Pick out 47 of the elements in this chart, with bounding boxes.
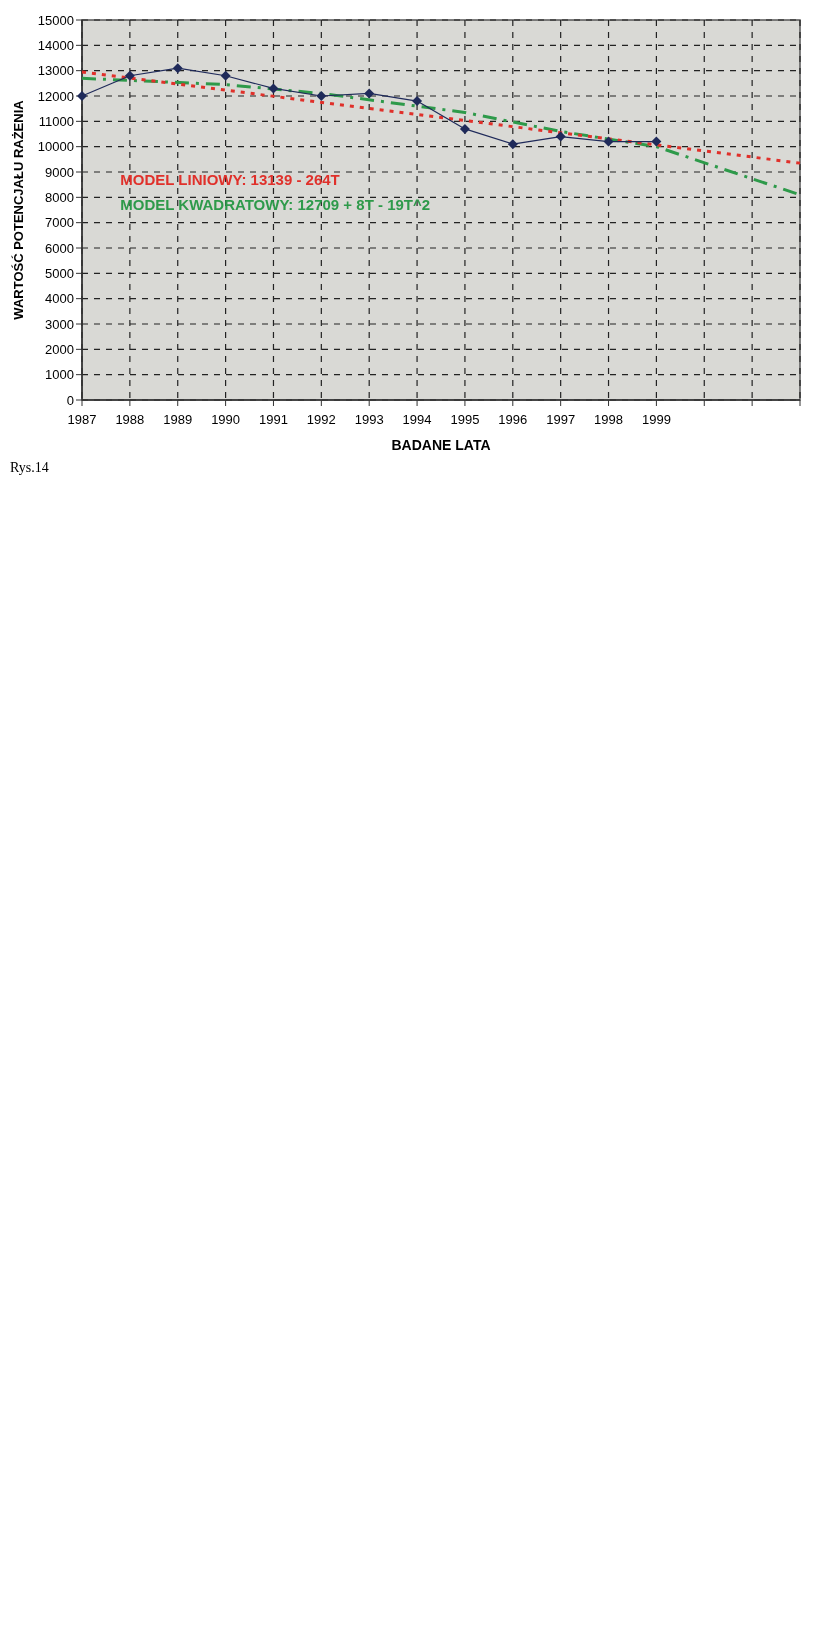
point <box>77 91 87 101</box>
x-tick-label: 1995 <box>450 412 480 427</box>
y-tick-label: 1000 <box>45 367 74 383</box>
x-tick-label: 1989 <box>163 412 193 427</box>
x-tick-label: 1988 <box>115 412 145 427</box>
point <box>364 88 375 99</box>
y-tick-label: 7000 <box>45 215 74 231</box>
point <box>172 63 183 74</box>
y-tick-label: 3000 <box>45 316 74 332</box>
y-tick-label: 14000 <box>37 37 74 53</box>
y-tick-label: 15000 <box>37 12 74 28</box>
x-tick-label: 1994 <box>402 412 432 427</box>
y-tick-label: 0 <box>66 392 74 408</box>
x-tick-label: 1993 <box>354 412 384 427</box>
point <box>268 83 279 94</box>
y-axis-title: WARTOŚĆ POTENCJAŁU RAŻENIA <box>10 99 26 320</box>
y-tick-label: 10000 <box>37 139 74 155</box>
x-tick-label: 1991 <box>259 412 288 427</box>
x-axis-title: BADANE LATA <box>391 437 491 453</box>
annotation: MODEL KWADRATOWY: 12709 + 8T - 19T^2 <box>120 196 431 213</box>
point <box>651 136 662 147</box>
point <box>459 123 470 134</box>
y-tick-label: 6000 <box>45 240 74 256</box>
x-tick-label: 1992 <box>306 412 336 427</box>
y-tick-label: 2000 <box>45 341 74 357</box>
point <box>412 96 423 107</box>
x-tick-label: 1987 <box>67 412 97 427</box>
y-tick-label: 11000 <box>38 113 74 129</box>
x-tick-label: 1990 <box>211 412 241 427</box>
point <box>555 131 566 142</box>
text: Rys.14 <box>10 460 49 475</box>
x-tick-label: 1997 <box>546 412 576 427</box>
y-tick-label: 13000 <box>37 63 74 79</box>
y-tick-label: 9000 <box>45 164 74 180</box>
point <box>124 70 135 81</box>
point <box>316 91 327 101</box>
x-tick-label: 1999 <box>641 412 671 427</box>
point <box>220 70 231 81</box>
y-tick-label: 8000 <box>45 189 74 205</box>
y-tick-label: 12000 <box>37 88 74 104</box>
x-tick-label: 1998 <box>594 412 623 427</box>
x-tick-label: 1996 <box>498 412 528 427</box>
annotation: MODEL LINIOWY: 13139 - 264T <box>120 170 340 188</box>
y-tick-label: 5000 <box>45 265 74 281</box>
point <box>603 136 614 147</box>
y-tick-label: 4000 <box>45 291 74 307</box>
point <box>507 139 518 150</box>
